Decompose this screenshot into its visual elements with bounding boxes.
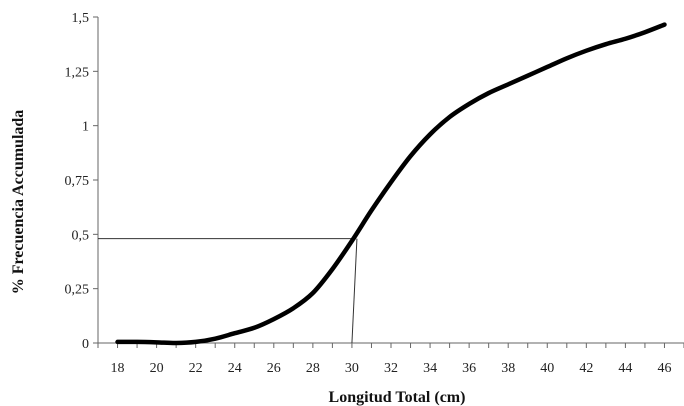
y-tick-label: 0,75: [65, 174, 90, 189]
x-tick-label: 22: [189, 361, 203, 376]
x-tick-label: 32: [384, 361, 398, 376]
x-tick-label: 28: [306, 361, 320, 376]
x-tick-label: 36: [462, 361, 476, 376]
x-tick-label: 34: [423, 361, 437, 376]
series-line: [115, 22, 667, 346]
x-axis-title: Longitud Total (cm): [329, 389, 466, 406]
series: [115, 22, 667, 346]
x-tick-label: 20: [150, 361, 164, 376]
y-tick-label: 1,5: [72, 11, 90, 26]
x-tick-labels: 18 20 22 24 26 28 30 32 34 36 38 40 42 44 46: [111, 361, 672, 376]
x-tick-label: 46: [657, 361, 671, 376]
y-tick-label: 1: [82, 120, 89, 135]
x-tick-label: 44: [618, 361, 632, 376]
y-tick-labels: 0 0,25 0,5 0,75 1 1,25 1,5: [65, 11, 90, 352]
x-tick-label: 38: [501, 361, 515, 376]
y-tick-label: 1,25: [65, 65, 90, 80]
x-tick-label: 26: [267, 361, 281, 376]
x-tick-label: 18: [111, 361, 125, 376]
x-tick-label: 24: [228, 361, 242, 376]
y-tick-label: 0,25: [65, 283, 90, 298]
y-tick-label: 0: [82, 337, 89, 352]
x-tick-label: 40: [540, 361, 554, 376]
reference-lines: [98, 238, 358, 344]
x-tick-label: 30: [345, 361, 359, 376]
reference-line-vertical: [351, 238, 358, 344]
y-axis-title: % Frecuencia Accumulada: [10, 110, 27, 295]
y-tick-label: 0,5: [72, 228, 90, 243]
x-tick-label: 42: [579, 361, 593, 376]
